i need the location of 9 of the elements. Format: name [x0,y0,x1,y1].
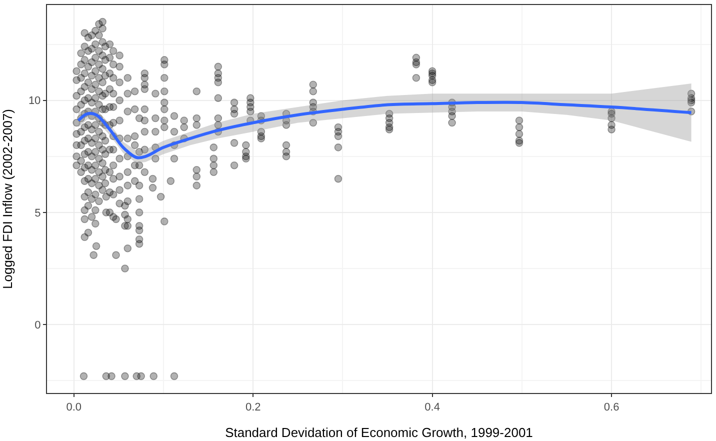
x-axis-title: Standard Devidation of Economic Growth, 1999-2001 [225,424,533,440]
y-tick-label: 5 [34,207,41,220]
x-tick-label: 0.0 [66,401,82,414]
x-tick-label: 0.4 [424,401,440,414]
y-tick-label: 0 [34,319,41,332]
x-tick-label: 0.6 [604,401,620,414]
y-axis-title: Logged FDI Inflow (2002-2007) [0,109,15,289]
y-tick-label: 10 [28,95,41,108]
x-tick-label: 0.2 [245,401,261,414]
